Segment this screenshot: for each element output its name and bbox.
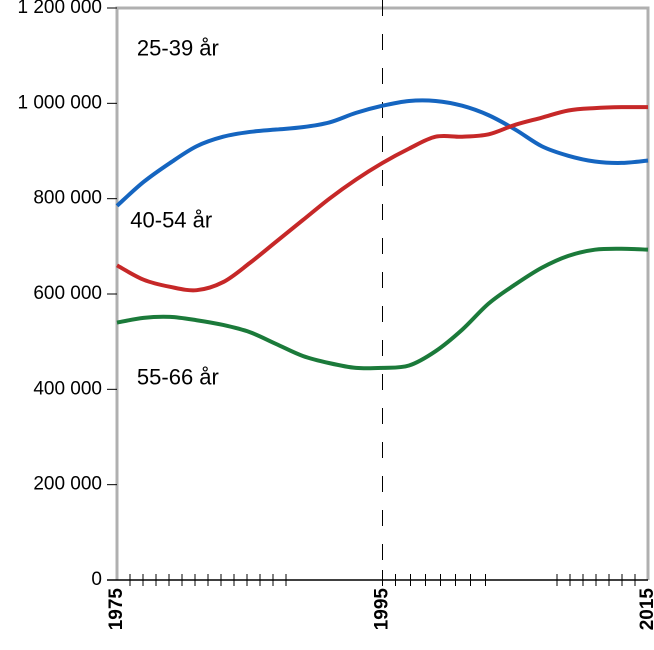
y-tick-label: 1 000 000: [17, 92, 102, 113]
series-line-0: [115, 98, 649, 208]
y-axis: 0 200 000 400 000 600 000 800 000 1 000 000 1 …: [17, 0, 117, 590]
series-line-1: [116, 105, 649, 293]
x-tick-label: 2015: [637, 588, 654, 631]
x-tick-label: 1975: [106, 588, 127, 631]
series-line-2: [116, 246, 649, 371]
y-tick-label: 400 000: [33, 378, 102, 399]
series-label-0: 25-39 år: [137, 36, 219, 61]
y-tick-label: 600 000: [33, 283, 102, 304]
y-tick-label: 200 000: [33, 474, 102, 495]
y-tick-label: 0: [91, 569, 102, 590]
y-tick-label: 1 200 000: [17, 0, 102, 18]
plot-frame: [115, 6, 650, 580]
series-lines: [115, 98, 649, 371]
series-labels: 25-39 år 40-54 år 55-66 år: [130, 36, 219, 390]
x-tick-label: 1995: [372, 588, 393, 631]
y-tick-label: 800 000: [33, 188, 102, 209]
series-label-1: 40-54 år: [130, 207, 212, 232]
plot-border: [115, 6, 650, 580]
series-label-2: 55-66 år: [137, 365, 219, 390]
x-axis: 1975 1995 2015: [106, 570, 654, 630]
